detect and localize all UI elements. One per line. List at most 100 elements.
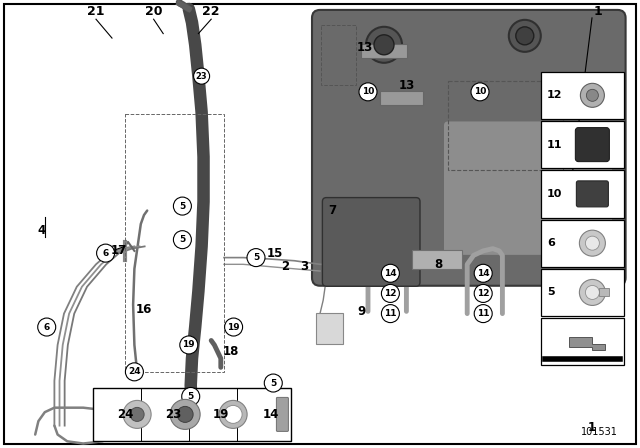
Text: 14: 14: [384, 269, 397, 278]
Circle shape: [359, 83, 377, 101]
Text: 21: 21: [87, 4, 105, 18]
Text: 23: 23: [165, 408, 181, 421]
Circle shape: [193, 68, 210, 84]
Text: 14: 14: [477, 269, 490, 278]
Text: 8: 8: [435, 258, 442, 271]
Text: 5: 5: [270, 379, 276, 388]
Text: 18: 18: [222, 345, 239, 358]
Text: 11: 11: [384, 309, 397, 318]
Text: 13: 13: [356, 40, 373, 54]
Text: 12: 12: [384, 289, 397, 298]
Text: 7: 7: [329, 204, 337, 217]
Text: 1: 1: [588, 421, 596, 435]
Circle shape: [474, 264, 492, 282]
Circle shape: [170, 400, 200, 429]
FancyBboxPatch shape: [316, 313, 344, 344]
Circle shape: [182, 388, 200, 405]
Bar: [541, 170, 624, 218]
Circle shape: [580, 83, 604, 108]
FancyBboxPatch shape: [577, 181, 609, 207]
Text: 4: 4: [38, 224, 45, 237]
Circle shape: [516, 27, 534, 45]
Circle shape: [177, 406, 193, 422]
Bar: [541, 72, 624, 119]
FancyBboxPatch shape: [575, 128, 609, 162]
Text: 12: 12: [547, 90, 563, 100]
Bar: [600, 289, 609, 297]
Text: 2: 2: [281, 260, 289, 273]
Circle shape: [474, 284, 492, 302]
Circle shape: [579, 280, 605, 306]
Circle shape: [586, 236, 600, 250]
Circle shape: [180, 336, 198, 354]
Text: 19: 19: [182, 340, 195, 349]
Bar: [541, 121, 624, 168]
Circle shape: [125, 363, 143, 381]
Text: 13: 13: [398, 78, 415, 92]
Circle shape: [474, 305, 492, 323]
Circle shape: [579, 230, 605, 256]
Text: 11: 11: [477, 309, 490, 318]
FancyBboxPatch shape: [360, 44, 408, 58]
Text: 10: 10: [362, 87, 374, 96]
Circle shape: [224, 405, 242, 423]
Circle shape: [381, 305, 399, 323]
Circle shape: [381, 264, 399, 282]
Circle shape: [374, 35, 394, 55]
Circle shape: [173, 231, 191, 249]
FancyBboxPatch shape: [312, 10, 626, 286]
FancyBboxPatch shape: [412, 250, 462, 269]
Text: 24: 24: [128, 367, 141, 376]
Text: 10: 10: [474, 87, 486, 96]
Circle shape: [586, 285, 600, 299]
Circle shape: [38, 318, 56, 336]
Circle shape: [366, 27, 402, 63]
Text: 19: 19: [213, 408, 230, 421]
Text: 3: 3: [300, 260, 308, 273]
Circle shape: [471, 83, 489, 101]
Circle shape: [173, 197, 191, 215]
Text: 5: 5: [179, 202, 186, 211]
Text: 6: 6: [102, 249, 109, 258]
Circle shape: [225, 318, 243, 336]
FancyBboxPatch shape: [444, 121, 612, 255]
FancyBboxPatch shape: [276, 397, 289, 431]
Text: 15: 15: [267, 246, 284, 260]
Text: 5: 5: [188, 392, 194, 401]
Bar: [541, 220, 624, 267]
Circle shape: [264, 374, 282, 392]
Text: 5: 5: [547, 288, 554, 297]
Text: 16: 16: [136, 302, 152, 316]
Text: 5: 5: [179, 235, 186, 244]
Text: 11: 11: [547, 140, 563, 150]
Text: 20: 20: [145, 4, 163, 18]
FancyBboxPatch shape: [323, 198, 420, 286]
Bar: [93, 388, 291, 441]
Text: 10: 10: [547, 189, 562, 199]
Text: 101531: 101531: [580, 427, 618, 437]
Text: 1: 1: [594, 4, 603, 18]
Circle shape: [586, 89, 598, 101]
Text: 23: 23: [196, 72, 207, 81]
Bar: [541, 318, 624, 366]
Text: 9: 9: [358, 305, 365, 318]
Circle shape: [130, 407, 144, 422]
Circle shape: [509, 20, 541, 52]
Circle shape: [247, 249, 265, 267]
Text: 17: 17: [110, 244, 127, 258]
Circle shape: [219, 401, 247, 428]
Text: 5: 5: [253, 253, 259, 262]
Text: 12: 12: [477, 289, 490, 298]
Text: 14: 14: [262, 408, 279, 421]
Polygon shape: [568, 337, 605, 350]
FancyBboxPatch shape: [380, 91, 424, 105]
Text: 24: 24: [117, 408, 134, 421]
Bar: [541, 269, 624, 316]
Circle shape: [97, 244, 115, 262]
Text: 6: 6: [547, 238, 555, 248]
Text: 22: 22: [202, 4, 220, 18]
Circle shape: [381, 284, 399, 302]
Circle shape: [123, 401, 151, 428]
Text: 6: 6: [44, 323, 50, 332]
Text: 19: 19: [227, 323, 240, 332]
